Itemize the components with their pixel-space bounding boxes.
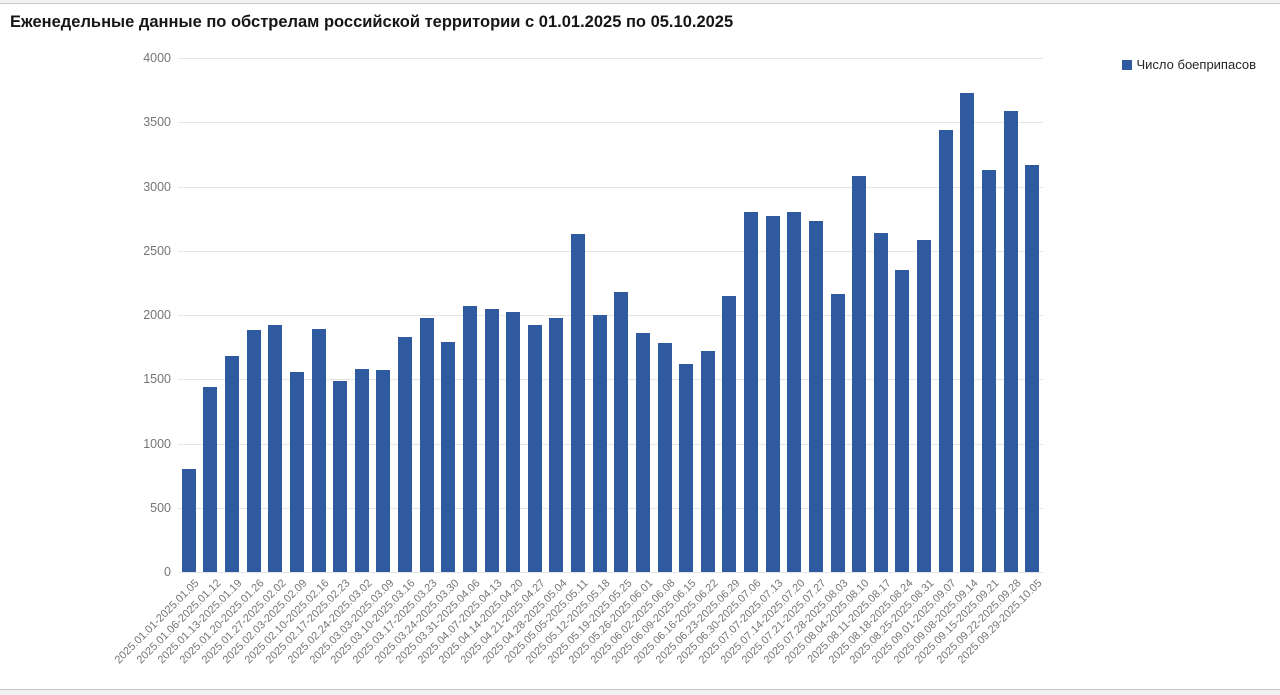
bar	[657, 343, 672, 572]
bar	[527, 325, 542, 572]
bar	[765, 216, 780, 572]
bar	[679, 364, 694, 572]
bar	[181, 469, 196, 572]
bar	[571, 234, 586, 572]
gridline	[178, 122, 1043, 124]
bar	[354, 369, 369, 572]
bar	[1025, 165, 1040, 572]
bar	[203, 387, 218, 572]
bar	[333, 381, 348, 572]
gridline	[178, 443, 1043, 445]
bar	[268, 325, 283, 572]
bar	[289, 372, 304, 572]
bar	[917, 240, 932, 572]
bar	[981, 170, 996, 572]
bar	[960, 93, 975, 572]
bar	[311, 329, 326, 572]
gridline	[178, 379, 1043, 381]
bar	[787, 212, 802, 572]
y-axis-tick-label: 1500	[143, 372, 171, 387]
bar	[808, 221, 823, 572]
bar	[873, 233, 888, 572]
bar	[722, 296, 737, 572]
bar	[592, 315, 607, 572]
bottom-separator-line	[0, 689, 1280, 695]
gridline	[178, 507, 1043, 509]
legend-label: Число боеприпасов	[1136, 57, 1257, 72]
y-axis-tick-label: 500	[150, 500, 171, 515]
y-axis-tick-label: 2000	[143, 308, 171, 322]
bar	[549, 318, 564, 572]
legend-swatch-icon	[1121, 59, 1132, 70]
bar	[441, 342, 456, 572]
bar	[938, 130, 953, 572]
chart-title: Еженедельные данные по обстрелам российс…	[10, 13, 734, 31]
bar	[635, 333, 650, 572]
bar	[506, 312, 521, 572]
bar	[484, 309, 499, 572]
gridline	[178, 572, 1043, 573]
gridline	[178, 58, 1043, 59]
y-axis-tick-label: 2500	[143, 243, 171, 258]
bar	[1003, 111, 1018, 572]
y-axis-tick-label: 4000	[143, 51, 171, 65]
bar	[614, 292, 629, 572]
bar	[830, 294, 845, 572]
y-axis-tick-label: 1000	[143, 436, 171, 451]
bar	[246, 330, 261, 572]
bar	[852, 176, 867, 572]
bar	[398, 337, 413, 572]
legend: Число боеприпасов	[1121, 57, 1257, 72]
gridline	[178, 315, 1043, 316]
y-axis-tick-label: 0	[164, 565, 171, 579]
gridline	[178, 250, 1043, 252]
gridline	[178, 186, 1043, 188]
bar	[744, 212, 759, 572]
bar	[700, 351, 715, 572]
bar	[376, 370, 391, 572]
y-axis-tick-label: 3500	[143, 115, 171, 130]
bar	[225, 356, 240, 572]
bar	[462, 306, 477, 572]
bar	[895, 270, 910, 572]
bar	[419, 318, 434, 572]
y-axis-tick-label: 3000	[143, 179, 171, 194]
top-separator-line	[0, 0, 1280, 4]
